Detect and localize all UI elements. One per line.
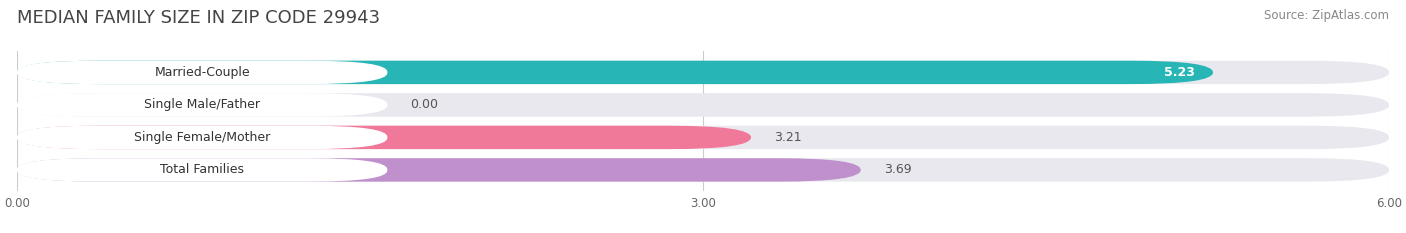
Text: 5.23: 5.23 — [1164, 66, 1195, 79]
Text: Married-Couple: Married-Couple — [155, 66, 250, 79]
FancyBboxPatch shape — [17, 158, 1389, 182]
Text: 3.21: 3.21 — [773, 131, 801, 144]
FancyBboxPatch shape — [17, 126, 388, 149]
Text: Total Families: Total Families — [160, 163, 245, 176]
FancyBboxPatch shape — [17, 61, 1389, 84]
FancyBboxPatch shape — [17, 93, 1389, 116]
FancyBboxPatch shape — [17, 126, 1389, 149]
FancyBboxPatch shape — [17, 93, 388, 116]
FancyBboxPatch shape — [17, 61, 1213, 84]
Text: 3.69: 3.69 — [884, 163, 911, 176]
Text: Source: ZipAtlas.com: Source: ZipAtlas.com — [1264, 9, 1389, 22]
Text: MEDIAN FAMILY SIZE IN ZIP CODE 29943: MEDIAN FAMILY SIZE IN ZIP CODE 29943 — [17, 9, 380, 27]
Text: Single Male/Father: Single Male/Father — [145, 98, 260, 111]
FancyBboxPatch shape — [17, 61, 388, 84]
FancyBboxPatch shape — [17, 158, 388, 182]
FancyBboxPatch shape — [17, 158, 860, 182]
Text: 0.00: 0.00 — [411, 98, 439, 111]
FancyBboxPatch shape — [17, 126, 751, 149]
Text: Single Female/Mother: Single Female/Mother — [134, 131, 270, 144]
